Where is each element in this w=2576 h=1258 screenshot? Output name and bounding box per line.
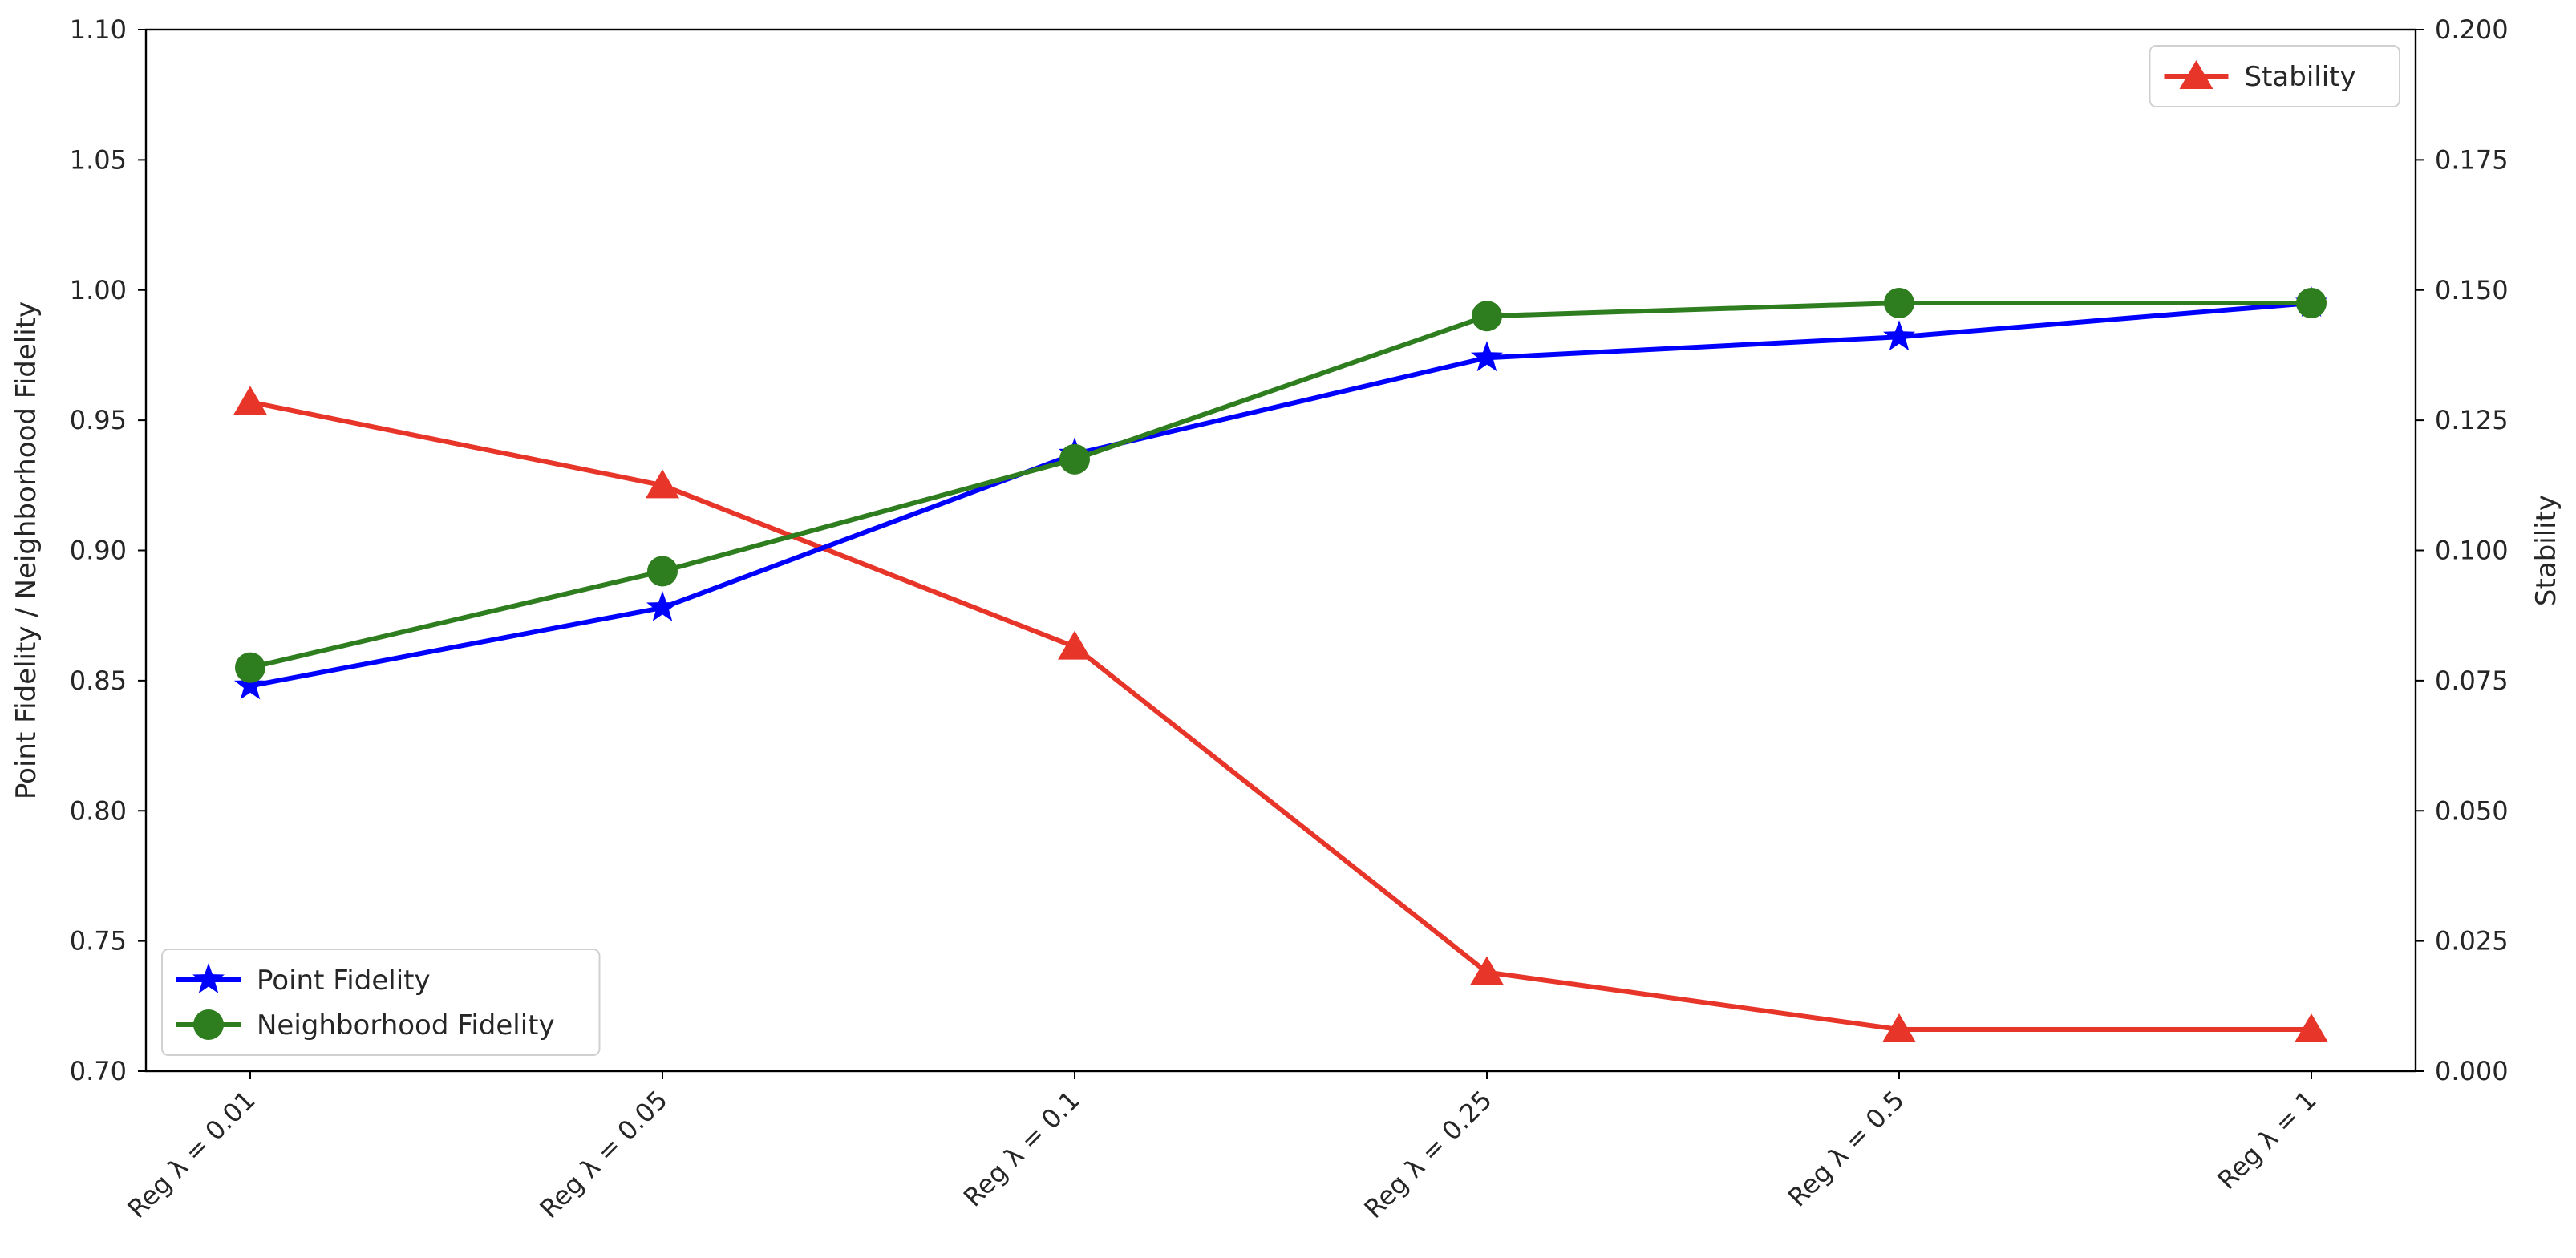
legend-box <box>2149 45 2400 107</box>
data-point-point-fidelity <box>1883 320 1915 351</box>
y-tick-label-right: 0.125 <box>2435 405 2509 435</box>
y-tick-label-right: 0.050 <box>2435 795 2509 826</box>
y-tick-label-left: 1.05 <box>70 144 127 175</box>
data-point-neighborhood-fidelity <box>1884 287 1914 318</box>
y-tick-label-left: 0.90 <box>70 536 127 566</box>
series-point-fidelity <box>234 286 2327 700</box>
legend-upper-right: Stability <box>2149 45 2400 107</box>
y-tick-label-left: 0.70 <box>70 1056 127 1086</box>
x-tick-label: Reg λ = 0.01 <box>121 1085 261 1224</box>
legend-box <box>161 949 601 1056</box>
legend-entry-label: Point Fidelity <box>257 965 431 997</box>
series-line-point-fidelity <box>249 301 2312 689</box>
legend-entry-label: Stability <box>2245 61 2356 93</box>
data-point-neighborhood-fidelity <box>235 652 265 683</box>
x-tick-label: Reg λ = 0.05 <box>533 1085 673 1224</box>
x-tick-label: Reg λ = 0.5 <box>1782 1085 1910 1213</box>
y-axis-label-left: Point Fidelity / Neighborhood Fidelity <box>10 301 43 799</box>
series-line-stability <box>249 399 2311 1032</box>
y-tick-label-left: 0.75 <box>70 926 127 957</box>
data-point-point-fidelity <box>234 669 266 700</box>
x-tick-label: Reg λ = 0.1 <box>958 1085 1086 1213</box>
data-point-neighborhood-fidelity <box>647 556 678 587</box>
legend-lower-left: Point Fidelity Neighborhood Fidelity <box>161 949 601 1056</box>
y-tick-label-left: 0.95 <box>70 405 127 435</box>
data-point-stability <box>1470 956 1504 985</box>
marks-layer <box>233 286 2328 1043</box>
y-tick-label-right: 0.200 <box>2435 14 2509 45</box>
x-tick-label: Reg λ = 1 <box>2211 1085 2322 1195</box>
legend-layer: Point Fidelity Neighborhood Fidelity Stabi… <box>161 45 2400 1056</box>
series-line-neighborhood-fidelity <box>249 301 2311 670</box>
data-point-stability <box>2295 1013 2328 1043</box>
legend-marker <box>193 1009 224 1040</box>
y-tick-label-right: 0.175 <box>2435 144 2509 175</box>
y-tick-label-right: 0.000 <box>2435 1056 2509 1086</box>
data-point-point-fidelity <box>1471 341 1503 372</box>
data-point-stability <box>1882 1013 1916 1043</box>
y-tick-label-left: 1.10 <box>70 14 127 45</box>
data-point-stability <box>646 469 679 499</box>
y-tick-label-right: 0.025 <box>2435 926 2509 957</box>
data-point-stability <box>233 386 267 415</box>
data-point-neighborhood-fidelity <box>2296 287 2327 318</box>
y-tick-label-left: 0.85 <box>70 665 127 696</box>
legend-marker <box>192 963 225 993</box>
y-tick-label-right: 0.150 <box>2435 275 2509 305</box>
series-stability <box>233 386 2328 1043</box>
y-axis-label-right: Stability <box>2530 495 2562 606</box>
legend-marker <box>2179 60 2213 89</box>
y-tick-label-left: 0.80 <box>70 795 127 826</box>
y-tick-label-left: 1.00 <box>70 275 127 305</box>
plot-frame <box>144 28 2417 1073</box>
data-point-neighborhood-fidelity <box>1472 301 1502 332</box>
y-tick-label-right: 0.100 <box>2435 536 2509 566</box>
y-tick-label-right: 0.075 <box>2435 665 2509 696</box>
x-tick-label: Reg λ = 0.25 <box>1358 1085 1497 1224</box>
legend-entry-label: Neighborhood Fidelity <box>257 1009 555 1042</box>
data-point-point-fidelity <box>646 590 678 621</box>
data-point-neighborhood-fidelity <box>1059 443 1090 475</box>
data-point-stability <box>1058 630 1092 660</box>
series-neighborhood-fidelity <box>235 287 2327 683</box>
